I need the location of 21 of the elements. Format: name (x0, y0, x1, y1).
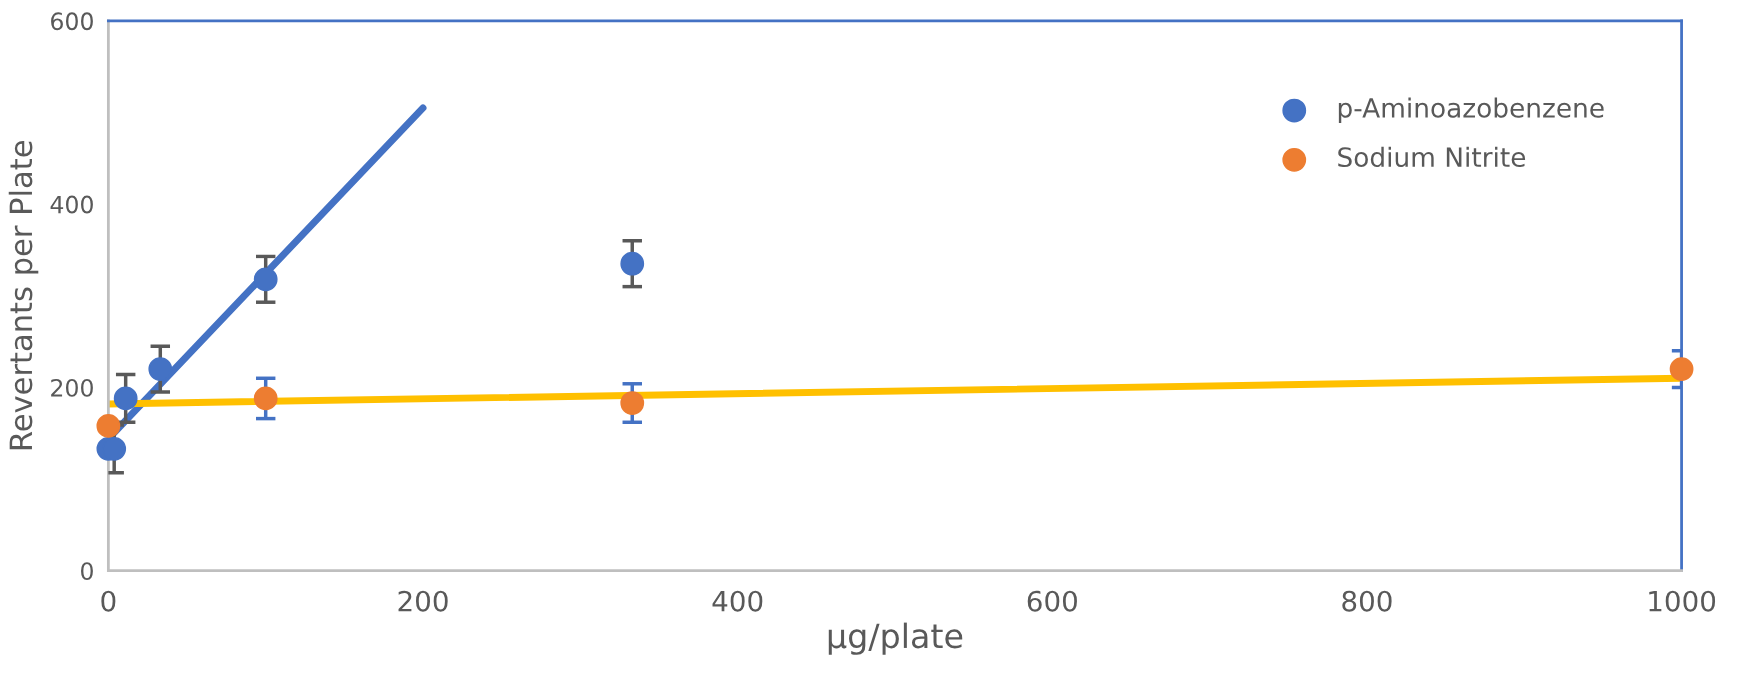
x-axis-title: µg/plate (828, 622, 963, 655)
x-tick-label: 800 (1342, 590, 1392, 612)
x-tick-label: 600 (1027, 590, 1077, 612)
x-tick-label: 0 (101, 590, 116, 612)
point (620, 251, 645, 276)
legend-label: p-Aminoazobenzene (1338, 97, 1604, 123)
y-tick-label: 200 (51, 378, 93, 397)
point (113, 386, 138, 411)
y-tick-label: 600 (51, 12, 93, 31)
x-tick-label: 200 (398, 590, 448, 612)
x-tick-label: 1000 (1649, 590, 1716, 612)
point (253, 267, 278, 292)
point (1669, 357, 1694, 382)
point (148, 357, 173, 382)
legend-label: Sodium Nitrite (1338, 146, 1526, 168)
x-tick-label: 400 (712, 590, 763, 612)
y-tick-label: 0 (81, 562, 93, 581)
y-axis-title: Revertants per Plate (8, 141, 39, 450)
y-tick-label: 400 (50, 195, 93, 214)
point (253, 386, 278, 411)
point (620, 391, 645, 415)
